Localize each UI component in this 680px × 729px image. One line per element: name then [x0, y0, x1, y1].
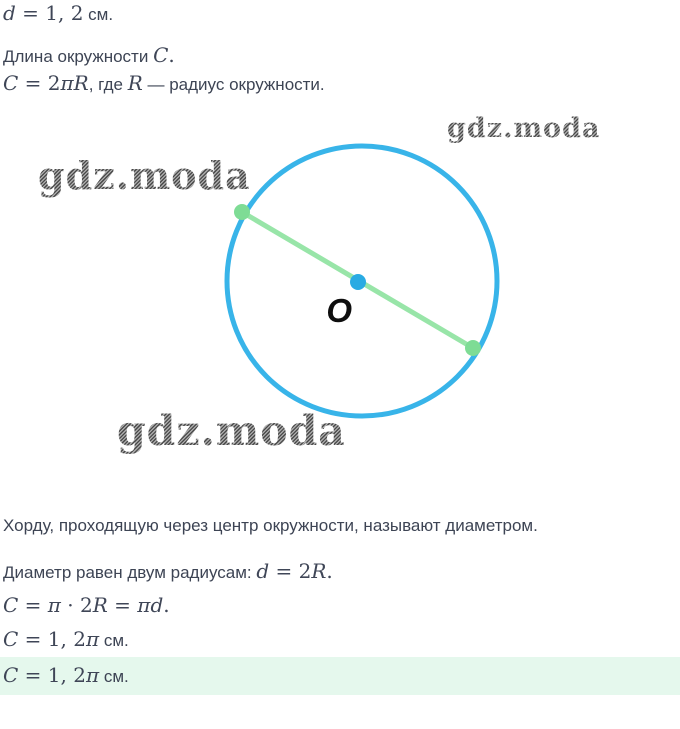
math-var: d [150, 593, 164, 617]
math-var: C [3, 71, 19, 95]
math-var: R [311, 559, 327, 583]
math-fragment: . [168, 43, 175, 67]
math-var: C [3, 593, 19, 617]
unit-text: см. [99, 631, 129, 650]
math-fragment: = [18, 593, 48, 617]
diameter-note-line: Диаметр равен двум радиусам: d = 2R. [3, 559, 333, 585]
math-pi: π [85, 627, 100, 651]
circle-diagram: O [224, 143, 500, 419]
endpoint-dot [234, 204, 250, 220]
math-fragment: = 2 [269, 559, 312, 583]
center-dot [350, 274, 366, 290]
endpoint-dot [465, 340, 481, 356]
math-var: R [127, 71, 143, 95]
math-pi: π [47, 593, 61, 617]
math-fragment: . [326, 559, 333, 583]
math-var: R [92, 593, 108, 617]
math-var: d [3, 1, 16, 25]
text-fragment: Длина окружности [3, 47, 154, 66]
math-pi: π [85, 663, 100, 687]
given-line: d = 1, 2 см. [3, 1, 113, 27]
answer-highlight-row: C = 1, 2π см. [0, 657, 680, 695]
unit-text: см. [83, 5, 114, 24]
math-pi: π [60, 71, 74, 95]
math-fragment: = [107, 593, 138, 617]
watermark-gdz-moda: gdz.moda [38, 153, 251, 198]
center-label: O [326, 292, 352, 329]
answer-line: C = 1, 2π см. [0, 663, 129, 689]
math-var: R [73, 71, 89, 95]
text-fragment: Хорду, проходящую через центр окружности… [3, 516, 538, 535]
watermark-gdz-moda: gdz.moda [447, 113, 601, 144]
math-pi: π [137, 593, 151, 617]
result-line: C = 1, 2π см. [3, 627, 129, 653]
math-var: C [3, 627, 19, 651]
chord-definition-line: Хорду, проходящую через центр окружности… [3, 514, 538, 538]
circle-outline [224, 143, 500, 419]
math-var: d [256, 559, 270, 583]
circumference-formula-line: C = 2πR, где R — радиус окружности. [3, 71, 325, 97]
calculation-line: C = π · 2R = πd. [3, 593, 170, 619]
math-fragment: = 1, 2 [18, 627, 86, 651]
math-var: C [3, 663, 19, 687]
watermark-gdz-moda: gdz.moda [117, 407, 346, 455]
math-fragment: . [163, 593, 170, 617]
math-fragment: = 2 [18, 71, 61, 95]
math-fragment: = 1, 2 [18, 663, 86, 687]
math-var: C [153, 43, 169, 67]
unit-text: см. [99, 667, 129, 686]
text-fragment: Диаметр равен двум радиусам: [3, 563, 257, 582]
text-fragment: , где [88, 75, 128, 94]
math-fragment: = 1, 2 [15, 1, 84, 25]
circumference-label-line: Длина окружности C. [3, 43, 175, 69]
math-fragment: · 2 [60, 593, 93, 617]
text-fragment: — радиус окружности. [142, 75, 325, 94]
